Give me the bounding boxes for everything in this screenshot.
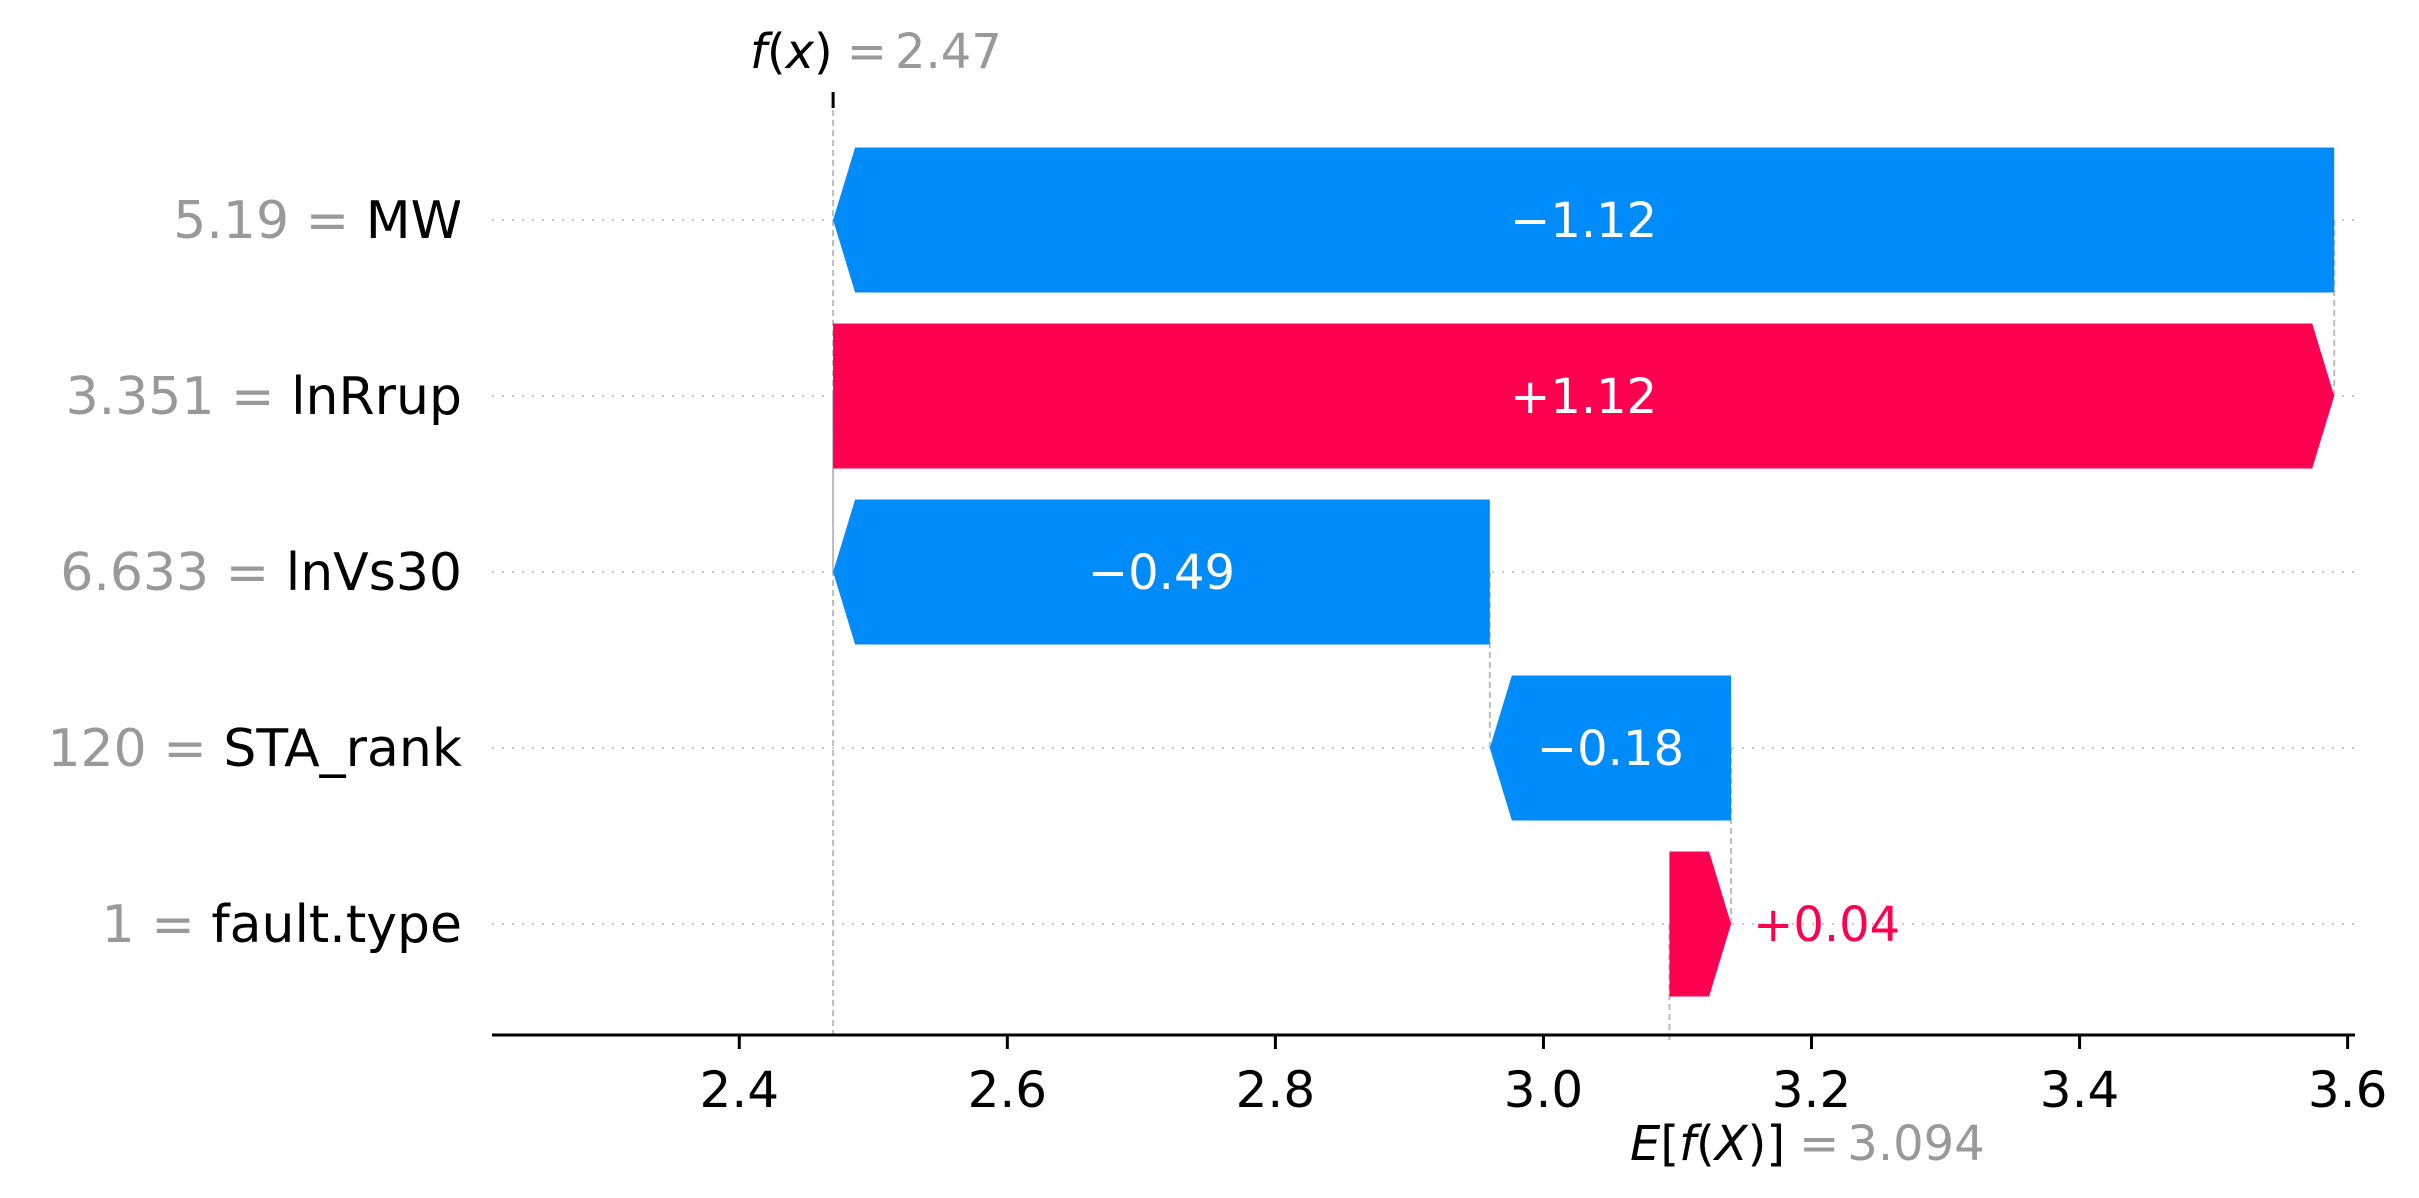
feature-equals: = [214,367,291,427]
bar-lnVs30 [833,499,1490,645]
x-tick-label: 2.6 [968,1061,1048,1119]
efx-value: 3.094 [1847,1116,1984,1172]
feature-equals: = [209,543,286,603]
feature-name: fault.type [211,895,462,955]
efx-close-bracket: ] [1766,1116,1785,1172]
feature-equals: = [147,719,224,779]
x-tick-label: 3.0 [1504,1061,1584,1119]
feature-equals: = [135,895,212,955]
feature-equals: = [289,191,366,251]
fx-open-paren: ( [767,24,786,80]
bar-fault.type [1669,851,1732,997]
feature-name: MW [366,191,462,251]
bar-value-label: −0.18 [1537,721,1684,777]
efx-annotation: E[f(X)] = 3.094 [1630,1116,1985,1172]
feature-label: 6.633 = lnVs30 [60,543,462,603]
feature-name: lnVs30 [286,543,462,603]
feature-label: 5.19 = MW [173,191,462,251]
efx-open-bracket: [ [1660,1116,1679,1172]
bar-value-label: +1.12 [1510,369,1657,425]
reference-guides [831,92,2336,1043]
fx-close-paren: ) [814,24,833,80]
bar-lnRrup [833,323,2335,469]
feature-value: 6.633 [60,543,209,603]
efx-open-paren: ( [1696,1116,1715,1172]
feature-name: lnRrup [291,367,462,427]
x-tick-label: 2.4 [700,1061,780,1119]
feature-labels: 5.19 = MW 3.351 = lnRrup 6.633 = lnVs30 120… [47,191,462,955]
feature-value: 120 [47,719,146,779]
feature-label: 120 = STA_rank [47,719,462,779]
x-tick-label: 3.4 [2040,1061,2120,1119]
efx-close-paren: ) [1748,1116,1767,1172]
feature-value: 1 [102,895,135,955]
x-tick-label: 2.8 [1236,1061,1316,1119]
feature-label: 3.351 = lnRrup [66,367,462,427]
bar-value-label: −1.12 [1510,193,1657,249]
feature-label: 1 = fault.type [102,895,462,955]
efx-equals: = [1799,1116,1839,1172]
efx-argument: X [1712,1116,1749,1172]
fx-equals: = [847,24,887,80]
feature-value: 3.351 [66,367,215,427]
fx-annotation: f(x) = 2.47 [750,24,1002,80]
fx-argument: x [784,24,815,80]
contribution-bars: −1.12 +1.12 −0.49 −0.18 +0.04 [833,147,2335,997]
fx-value: 2.47 [895,24,1002,80]
bar-value-label: +0.04 [1753,897,1900,953]
x-axis: 2.4 2.6 2.8 3.0 3.2 3.4 3.6 [492,1033,2388,1119]
bar-value-label: −0.49 [1088,545,1235,601]
efx-expectation: E [1630,1116,1661,1172]
x-tick-label: 3.2 [1772,1061,1852,1119]
x-tick-label: 3.6 [2308,1061,2388,1119]
bar-STA_rank [1489,675,1732,821]
feature-value: 5.19 [173,191,289,251]
bar-MW [833,147,2335,293]
feature-name: STA_rank [223,719,462,779]
